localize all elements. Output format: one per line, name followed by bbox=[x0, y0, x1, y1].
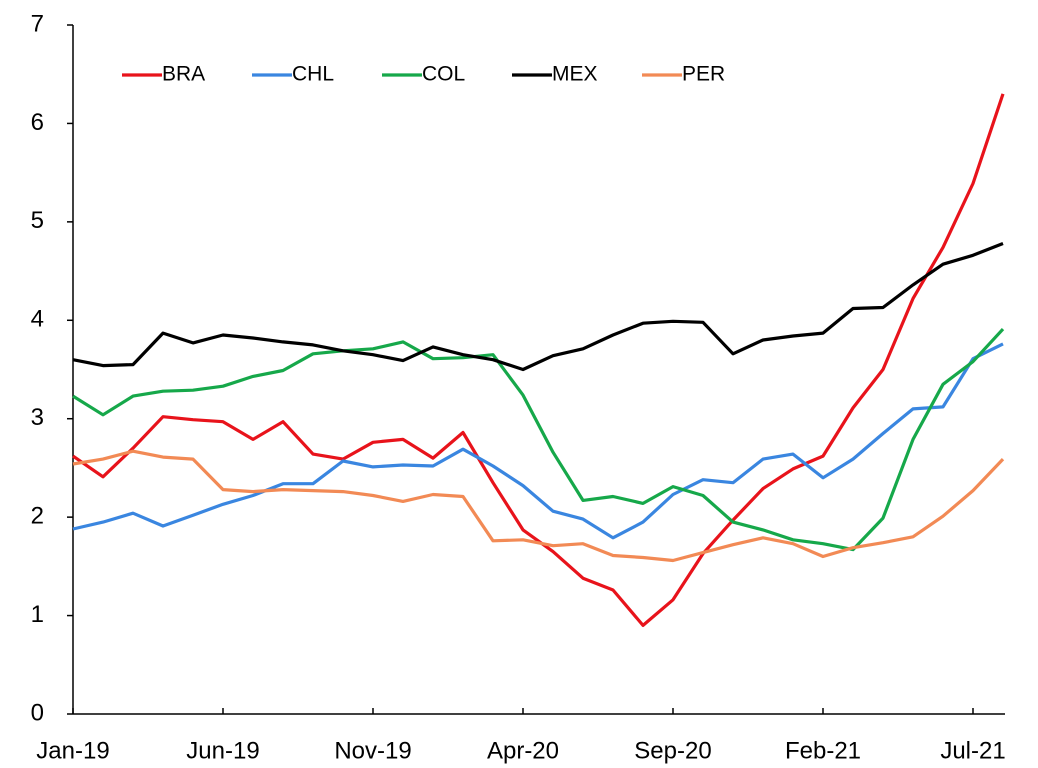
legend-label: PER bbox=[682, 63, 725, 86]
x-tick-label: Feb-21 bbox=[785, 737, 861, 764]
x-tick-label: Nov-19 bbox=[334, 737, 411, 764]
legend-label: BRA bbox=[162, 63, 205, 86]
legend: BRA CHL COL MEX PER bbox=[122, 63, 725, 86]
legend-label: MEX bbox=[552, 63, 598, 86]
y-tick-label: 6 bbox=[31, 109, 44, 136]
y-tick-label: 7 bbox=[31, 10, 44, 37]
x-tick-label: Apr-20 bbox=[487, 737, 559, 764]
y-tick-label: 2 bbox=[31, 502, 44, 529]
y-tick-label: 4 bbox=[31, 306, 44, 333]
x-tick-label: Jul-21 bbox=[940, 737, 1005, 764]
y-tick-label: 0 bbox=[31, 699, 44, 726]
series-line bbox=[72, 449, 1005, 563]
y-tick-label: 5 bbox=[31, 207, 44, 234]
series-line bbox=[72, 242, 1004, 372]
x-tick-label: Jun-19 bbox=[186, 737, 259, 764]
legend-label: COL bbox=[422, 63, 465, 86]
y-tick-label: 3 bbox=[31, 404, 44, 431]
x-tick-label: Jan-19 bbox=[36, 737, 109, 764]
series-line bbox=[72, 93, 1005, 627]
x-tick-label: Sep-20 bbox=[634, 737, 711, 764]
legend-label: CHL bbox=[292, 63, 334, 86]
y-tick-label: 1 bbox=[31, 601, 44, 628]
series-line bbox=[72, 342, 1004, 540]
